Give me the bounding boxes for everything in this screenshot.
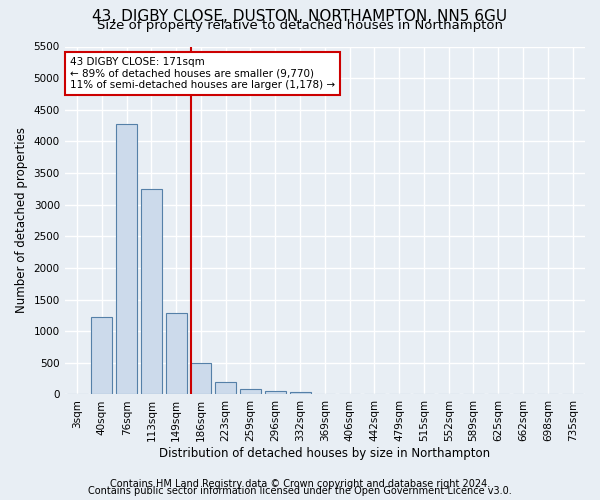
- Text: Contains HM Land Registry data © Crown copyright and database right 2024.: Contains HM Land Registry data © Crown c…: [110, 479, 490, 489]
- Bar: [166, 314, 187, 394]
- Y-axis label: Number of detached properties: Number of detached properties: [15, 128, 28, 314]
- Bar: [141, 189, 162, 394]
- Text: 43, DIGBY CLOSE, DUSTON, NORTHAMPTON, NN5 6GU: 43, DIGBY CLOSE, DUSTON, NORTHAMPTON, NN…: [92, 9, 508, 24]
- X-axis label: Distribution of detached houses by size in Northampton: Distribution of detached houses by size …: [159, 447, 490, 460]
- Bar: [91, 316, 112, 394]
- Bar: [215, 382, 236, 394]
- Bar: [240, 389, 261, 394]
- Bar: [116, 124, 137, 394]
- Bar: [290, 392, 311, 394]
- Bar: [190, 364, 211, 394]
- Bar: [265, 390, 286, 394]
- Text: Size of property relative to detached houses in Northampton: Size of property relative to detached ho…: [97, 19, 503, 32]
- Text: Contains public sector information licensed under the Open Government Licence v3: Contains public sector information licen…: [88, 486, 512, 496]
- Text: 43 DIGBY CLOSE: 171sqm
← 89% of detached houses are smaller (9,770)
11% of semi-: 43 DIGBY CLOSE: 171sqm ← 89% of detached…: [70, 57, 335, 90]
